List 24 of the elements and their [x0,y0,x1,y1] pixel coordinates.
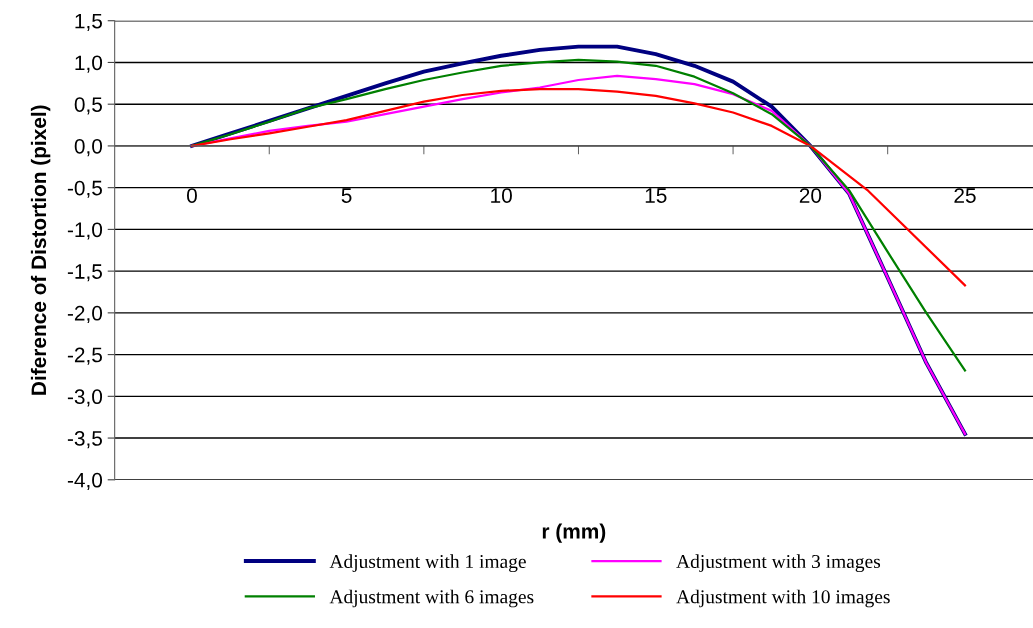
y-tick-label: -3,0 [67,389,103,407]
x-tick-label: 25 [954,188,976,203]
x-tick-label: 20 [799,188,822,203]
x-tick-label: 15 [645,188,667,203]
legend-label: Adjustment with 6 images [329,589,534,608]
y-tick-label: 0,0 [74,138,103,157]
x-tick-label: 0 [186,188,197,203]
y-tick-label: -4,0 [67,472,103,491]
y-tick-label: -1,5 [67,264,102,282]
y-tick-label: -2,0 [67,305,103,324]
y-tick-label: 1,5 [75,13,102,31]
y-tick-label: -1,0 [67,222,103,240]
y-tick-label: -2,5 [67,347,102,365]
y-tick-label: -3,5 [67,431,102,449]
legend-label: Adjustment with 1 image [329,554,526,573]
x-axis-title: r (mm) [542,523,606,543]
y-axis-title: Diference of Distortion (pixel) [30,105,51,395]
y-tick-label: 1,0 [75,55,103,73]
y-tick-label: -0,5 [67,180,102,198]
x-tick-label: 5 [341,188,352,203]
legend-label: Adjustment with 10 images [676,589,890,608]
y-tick-label: 0,5 [74,97,102,115]
x-tick-label: 10 [491,188,512,203]
legend-label: Adjustment with 3 images [676,554,881,573]
